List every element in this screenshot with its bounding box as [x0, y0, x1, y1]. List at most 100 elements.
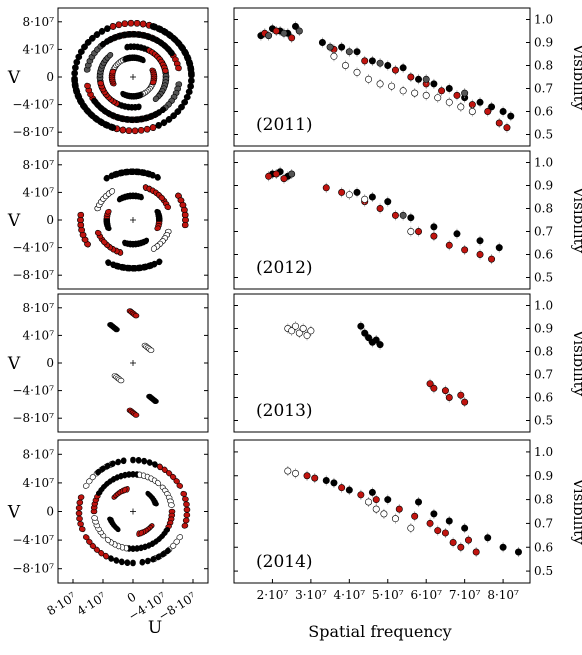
y-tick-label: 0.8: [534, 59, 553, 73]
vis-point: [430, 510, 438, 518]
uv-point: [161, 67, 169, 74]
vis-point: [368, 488, 376, 496]
uv-point: [185, 88, 193, 96]
vis-point: [476, 98, 484, 106]
uv-point: [147, 262, 155, 269]
uv-point: [152, 95, 160, 102]
uv-point: [109, 124, 117, 131]
vis-point: [461, 246, 469, 254]
uv-point: [97, 80, 105, 87]
vis-point: [453, 230, 461, 238]
vis-point: [292, 469, 300, 477]
uv-point: [138, 529, 144, 537]
vis-panel-2014: 0.5 0.6 0.7 0.8 0.9 1.0 2·10⁷ 3·10⁷ 4·10⁷ 5·10⁷ 6·…: [233, 439, 582, 602]
uv-point: [106, 52, 114, 59]
uv-point: [91, 515, 98, 521]
vis-point: [461, 89, 469, 97]
y-tick-label: 1.0: [534, 299, 553, 313]
uv-point: [150, 245, 158, 252]
uv-point: [181, 48, 189, 56]
uv-point: [109, 460, 116, 468]
vis-point: [361, 329, 369, 337]
vis-point: [407, 214, 415, 222]
y-tick-label: 0.6: [534, 391, 553, 405]
uv-point: [122, 168, 129, 176]
y-tick-label: 0.6: [534, 105, 553, 119]
uv-point: [115, 263, 122, 270]
uv-point: [77, 98, 85, 106]
uv-point: [113, 557, 120, 564]
uv-point: [118, 558, 125, 566]
vis-point: [353, 48, 361, 56]
vis-point: [445, 98, 453, 106]
uv-point: [109, 23, 117, 30]
uv-point: [182, 217, 189, 223]
vis-point: [357, 491, 365, 499]
vis-point: [445, 85, 453, 93]
uv-point: [176, 482, 183, 489]
x-tick-label: 4·10⁷: [334, 588, 366, 602]
y-tick-label: 0: [46, 505, 54, 519]
uv-point: [133, 19, 141, 27]
vis-point: [376, 80, 384, 88]
vis-point: [426, 380, 434, 388]
vis-point: [338, 484, 346, 492]
uv-point: [177, 197, 185, 204]
uv-point: [183, 512, 191, 518]
uv-point: [111, 171, 119, 178]
uv-point: [71, 77, 78, 84]
vis-ylabel: Visibility: [570, 329, 582, 397]
vis-point: [376, 59, 384, 67]
vis-point: [461, 524, 469, 532]
y-tick-label: 4·10⁷: [22, 328, 54, 342]
vis-point: [422, 91, 430, 99]
y-tick-label: 0.9: [534, 469, 553, 483]
y-tick-label: 1.0: [534, 445, 553, 459]
uv-point: [128, 168, 135, 176]
uv-point: [164, 204, 172, 211]
uv-point: [139, 558, 146, 566]
vis-point: [503, 124, 511, 132]
uv-point: [75, 93, 83, 101]
y-tick-label: 1.0: [534, 13, 553, 27]
vis-point: [295, 329, 303, 337]
vis-point: [430, 232, 438, 240]
y-tick-label: −4·10⁷: [12, 533, 54, 547]
vis-point: [280, 175, 288, 183]
y-tick-label: 0.8: [534, 345, 553, 359]
uv-point: [103, 174, 110, 182]
uv-point: [113, 326, 120, 333]
y-tick-label: 4·10⁷: [22, 476, 54, 490]
vis-point: [265, 32, 273, 40]
vis-point: [292, 22, 300, 30]
uv-point: [110, 476, 117, 483]
uv-point: [120, 457, 127, 465]
vis-panel-2011: 0.5 0.6 0.7 0.8 0.9 1.0 Visibility (2011): [233, 7, 582, 147]
uv-point: [75, 53, 83, 61]
vis-point: [365, 75, 373, 83]
y-tick-label: 8·10⁷: [22, 15, 54, 29]
uv-point: [99, 465, 106, 473]
uv-point: [152, 398, 159, 404]
uv-point: [150, 555, 157, 563]
vis-point: [445, 241, 453, 249]
uv-panel-2013: 8·10⁷ 4·10⁷ 0 −4·10⁷ −8·10⁷ V: [7, 293, 209, 433]
vis-point: [422, 75, 430, 83]
uv-point: [105, 259, 112, 266]
vis-point: [338, 188, 346, 196]
uv-point: [131, 264, 138, 272]
uv-point: [141, 457, 148, 465]
vis-point: [295, 27, 303, 35]
vis-point: [468, 108, 476, 116]
uv-point: [139, 20, 147, 28]
y-tick-label: −8·10⁷: [12, 411, 54, 425]
vis-point: [426, 519, 434, 527]
vis-point: [361, 195, 369, 203]
uv-point: [75, 505, 83, 511]
vis-panel-2013: 0.5 0.6 0.7 0.8 0.9 1.0 Visibility (2013): [233, 293, 582, 433]
vis-xlabel: Spatial frequency: [308, 622, 451, 641]
uv-point: [155, 25, 163, 33]
vis-point: [434, 527, 442, 535]
vis-point: [322, 184, 330, 192]
